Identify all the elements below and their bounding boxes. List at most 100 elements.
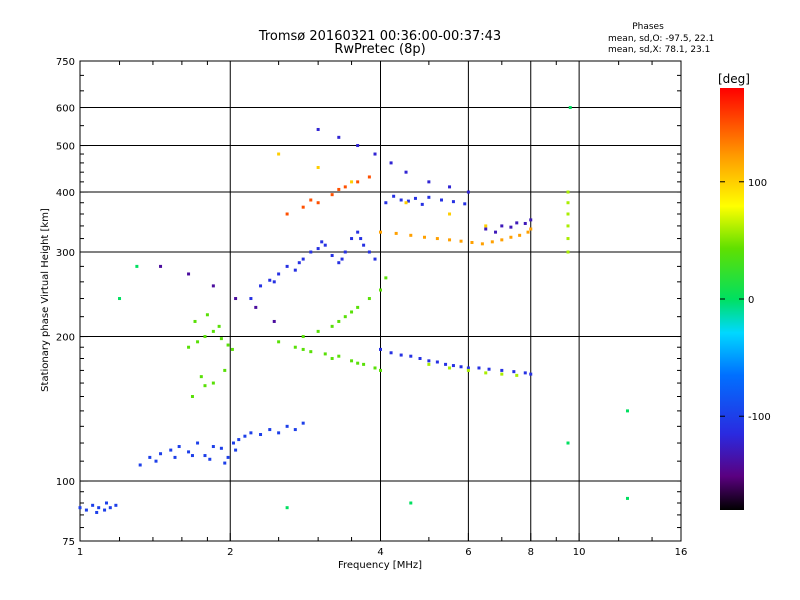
data-point (459, 239, 463, 243)
data-point (440, 198, 444, 202)
data-point (343, 185, 347, 189)
data-point (277, 340, 281, 344)
data-point (268, 278, 272, 282)
data-point (420, 202, 424, 206)
data-point (211, 445, 215, 449)
data-point (484, 227, 488, 231)
data-point (203, 384, 207, 388)
x-tick-label: 1 (77, 547, 83, 558)
y-tick-label: 100 (56, 477, 75, 488)
data-point (309, 250, 313, 254)
data-point (484, 371, 488, 375)
data-point (343, 250, 347, 254)
data-point (337, 354, 341, 358)
data-point (316, 329, 320, 333)
data-point (330, 254, 334, 258)
data-point (234, 297, 238, 301)
data-point (490, 240, 494, 244)
data-point (259, 433, 263, 437)
data-point (448, 212, 452, 216)
data-point (459, 365, 463, 369)
data-point (477, 366, 481, 370)
y-axis-label: Stationary phase Virtual Height [km] (40, 208, 51, 392)
data-point (373, 366, 377, 370)
data-point (323, 352, 327, 356)
data-point (404, 170, 408, 174)
data-point (259, 284, 263, 288)
data-point (500, 372, 504, 376)
data-point (356, 180, 360, 184)
data-point (301, 335, 305, 339)
data-point (104, 501, 108, 505)
data-point (293, 428, 297, 432)
data-point (97, 506, 101, 510)
y-tick-label: 750 (56, 57, 75, 68)
data-point (159, 264, 163, 268)
data-point (389, 161, 393, 165)
data-point (272, 280, 276, 284)
data-point (230, 347, 234, 351)
data-point (78, 506, 82, 510)
data-point (268, 428, 272, 432)
data-point (566, 224, 570, 228)
x-tick-label: 10 (573, 547, 586, 558)
data-point (103, 508, 107, 512)
data-point (625, 496, 629, 500)
data-point (231, 441, 235, 445)
data-point (427, 195, 431, 199)
data-point (409, 233, 413, 237)
data-point (211, 381, 215, 385)
data-point (177, 445, 181, 449)
data-point (249, 431, 253, 435)
data-point (566, 201, 570, 205)
data-point (350, 180, 354, 184)
y-tick-label: 200 (56, 333, 75, 344)
y-tick-label: 75 (62, 537, 75, 548)
data-point (394, 231, 398, 235)
data-point (297, 261, 301, 265)
data-point (356, 144, 360, 148)
data-point (384, 201, 388, 205)
data-point (223, 461, 227, 465)
data-point (427, 362, 431, 366)
data-point (362, 243, 366, 247)
data-point (466, 190, 470, 194)
data-point (566, 190, 570, 194)
data-point (435, 237, 439, 241)
data-point (330, 193, 334, 197)
data-points (78, 106, 629, 514)
data-point (217, 324, 221, 328)
data-point (293, 268, 297, 272)
data-point (509, 235, 513, 239)
stats-line-x: mean, sd,X: 78.1, 23.1 (608, 45, 710, 55)
y-tick-label: 500 (56, 142, 75, 153)
data-point (219, 337, 223, 341)
data-point (277, 152, 281, 156)
data-point (367, 250, 371, 254)
data-point (154, 459, 158, 463)
data-point (389, 351, 393, 355)
data-point (187, 345, 191, 349)
data-point (566, 441, 570, 445)
data-point (285, 424, 289, 428)
data-point (356, 361, 360, 365)
x-tick-label: 6 (465, 547, 471, 558)
data-point (316, 247, 320, 251)
data-point (285, 264, 289, 268)
data-point (135, 264, 139, 268)
data-point (379, 230, 382, 234)
data-point (379, 368, 382, 372)
data-point (249, 297, 253, 301)
data-point (413, 196, 417, 200)
x-tick-label: 8 (528, 547, 534, 558)
data-point (566, 250, 570, 254)
data-point (108, 506, 112, 510)
data-point (148, 455, 152, 459)
data-point (272, 319, 276, 323)
data-point (422, 235, 426, 239)
data-point (526, 230, 530, 234)
data-point (234, 448, 238, 452)
data-point (350, 310, 354, 314)
data-point (356, 230, 360, 234)
data-point (448, 185, 452, 189)
